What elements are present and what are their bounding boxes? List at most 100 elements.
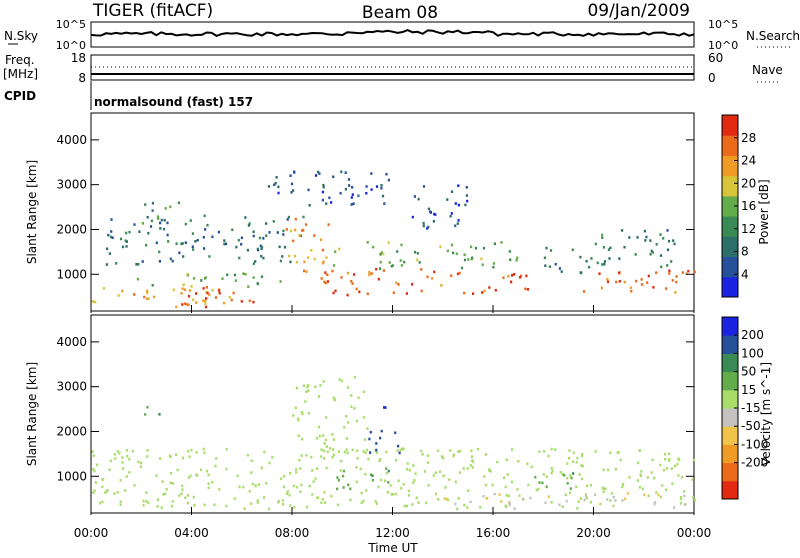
power-echo-cell <box>601 236 604 239</box>
nave-tick-high: 60 <box>708 51 723 65</box>
velocity-echo-cell <box>650 471 653 474</box>
power-echo-cell <box>387 178 390 182</box>
power-echo-cell <box>211 288 214 292</box>
velocity-echo-cell <box>371 474 374 477</box>
power-echo-cell <box>383 202 386 205</box>
power-echo-cell <box>252 300 255 304</box>
velocity-echo-cell <box>211 480 214 484</box>
power-echo-cell <box>647 274 650 278</box>
velocity-echo-cell <box>280 477 283 481</box>
power-echo-cell <box>295 260 298 264</box>
power-echo-cell <box>211 235 214 239</box>
velocity-echo-cell <box>268 461 271 465</box>
velocity-echo-cell <box>355 480 358 484</box>
velocity-echo-cell <box>319 384 322 387</box>
power-echo-cell <box>526 288 529 291</box>
velocity-echo-cell <box>328 446 332 450</box>
power-echo-cell <box>554 262 557 266</box>
velocity-echo-cell <box>463 503 466 507</box>
velocity-echo-cell <box>572 472 575 475</box>
velocity-echo-cells <box>91 375 697 511</box>
power-echo-cell <box>135 263 138 266</box>
velocity-echo-cell <box>437 498 440 501</box>
power-echo-cell <box>427 207 430 211</box>
velocity-echo-cell <box>307 389 310 392</box>
velocity-echo-cell <box>442 474 445 478</box>
velocity-echo-cell <box>96 463 99 467</box>
velocity-echo-cell <box>506 473 509 476</box>
velocity-echo-cell <box>331 455 334 459</box>
velocity-echo-cell <box>365 448 369 452</box>
power-echo-cell <box>115 262 118 265</box>
power-echo-cell <box>192 248 195 251</box>
velocity-echo-cell <box>225 447 228 451</box>
power-echo-cell <box>184 222 187 226</box>
power-echo-cell <box>167 240 170 243</box>
velocity-echo-cell <box>336 476 339 479</box>
power-echo-cell <box>377 277 380 281</box>
velocity-echo-cell <box>516 488 519 491</box>
velocity-echo-cell <box>181 488 184 491</box>
velocity-echo-cell <box>350 405 353 408</box>
power-echo-cell <box>290 191 293 194</box>
velocity-echo-cell <box>299 467 302 470</box>
velocity-echo-cell <box>318 425 321 429</box>
power-echo-cell <box>260 275 264 278</box>
velocity-echo-cell <box>99 501 102 505</box>
power-echo-cell <box>191 232 194 235</box>
velocity-echo-cell <box>215 457 218 460</box>
velocity-echo-cell <box>457 450 460 453</box>
velocity-echo-cell <box>679 497 683 501</box>
power-echo-cell <box>146 291 149 295</box>
velocity-echo-cell <box>330 494 333 498</box>
velocity-echo-cell <box>256 501 259 504</box>
velocity-echo-cell <box>376 451 379 454</box>
velocity-echo-cell <box>369 451 372 454</box>
power-echo-cell <box>147 231 150 235</box>
power-echo-cell <box>244 272 247 276</box>
power-echo-cell <box>418 261 421 264</box>
velocity-echo-cell <box>504 485 507 489</box>
power-echo-cell <box>125 245 128 248</box>
velocity-echo-cell <box>364 451 367 455</box>
x-tick-label: 04:00 <box>174 526 209 540</box>
velocity-colorbar-label: Velocity [m s^-1] <box>759 362 773 466</box>
velocity-echo-cell <box>203 503 206 507</box>
velocity-echo-cell <box>337 478 340 482</box>
velocity-echo-cell <box>469 500 472 504</box>
power-echo-cell <box>655 243 658 246</box>
velocity-echo-cell <box>399 448 402 452</box>
velocity-echo-cell <box>218 488 221 491</box>
power-echo-cell <box>218 291 221 295</box>
velocity-echo-cell <box>510 480 513 484</box>
velocity-echo-cell <box>145 491 148 494</box>
power-colorbar-tick: 4 <box>741 267 749 281</box>
power-echo-cell <box>169 205 172 209</box>
velocity-echo-cell <box>170 504 173 508</box>
power-echo-cell <box>600 286 603 290</box>
power-echo-cell <box>655 271 658 274</box>
power-echo-cell <box>492 265 495 269</box>
power-echo-cell <box>290 182 294 186</box>
velocity-echo-cell <box>323 501 327 504</box>
velocity-echo-cell <box>146 405 149 409</box>
velocity-echo-cell <box>400 487 403 490</box>
power-echo-cell <box>640 283 644 286</box>
power-echo-cell <box>628 236 631 239</box>
power-echo-cell <box>128 230 131 234</box>
power-echo-cell <box>358 290 361 294</box>
velocity-echo-cell <box>661 484 664 487</box>
velocity-echo-cell <box>454 502 457 506</box>
power-echo-cell <box>606 280 610 284</box>
velocity-echo-cell <box>106 489 109 492</box>
power-echo-cell <box>450 274 453 277</box>
power-echo-cell <box>481 291 484 294</box>
velocity-echo-cell <box>657 493 660 497</box>
velocity-colorbar: 200 100 50 15 -15 -50 -100 -200 <box>721 316 768 500</box>
y-tick-label: 3000 <box>56 380 87 394</box>
velocity-echo-cell <box>584 494 588 498</box>
power-echo-cell <box>585 259 588 263</box>
power-echo-cell <box>157 217 160 220</box>
power-echo-cell <box>175 242 178 245</box>
velocity-echo-cell <box>169 455 172 458</box>
